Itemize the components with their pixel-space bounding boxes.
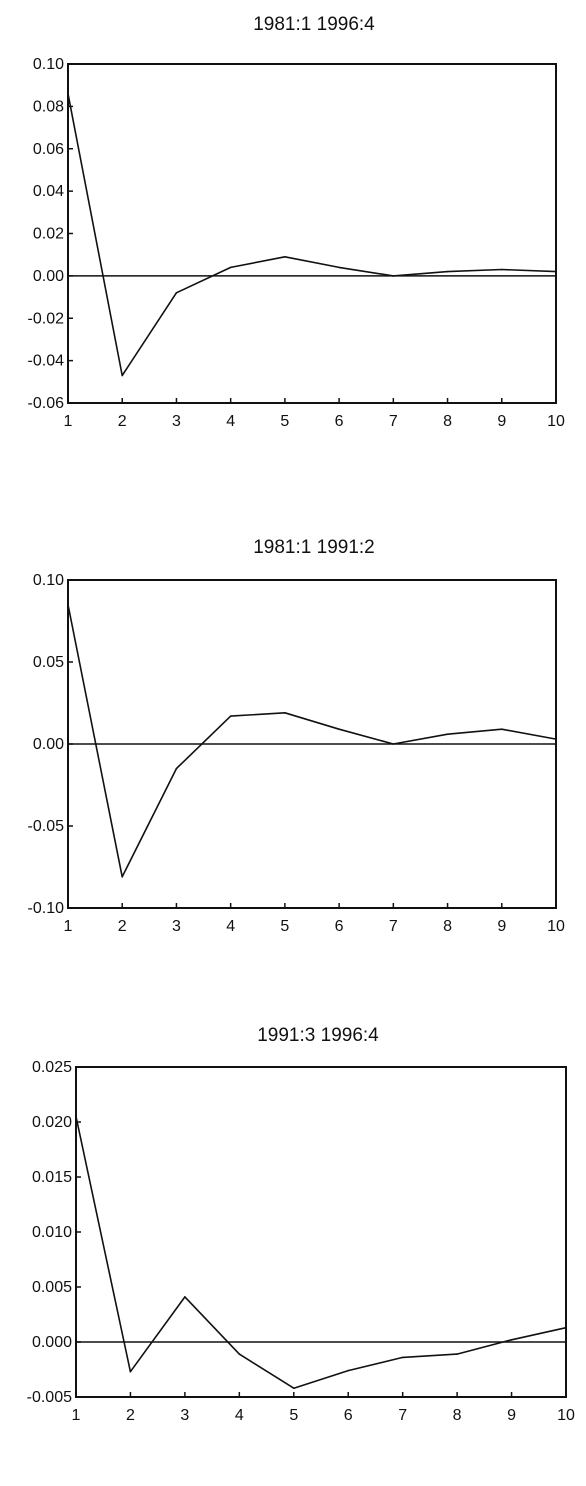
x-tick-label: 5 <box>280 918 289 935</box>
y-tick-label: 0.020 <box>32 1114 72 1131</box>
x-tick-label: 8 <box>443 918 452 935</box>
data-point <box>121 374 124 377</box>
plot-frame <box>75 1066 567 1398</box>
x-tick-label: 8 <box>453 1407 462 1424</box>
x-tick-label: 10 <box>547 413 565 430</box>
data-point <box>284 712 286 714</box>
data-point <box>500 728 503 731</box>
y-tick-label: 0.10 <box>33 56 64 73</box>
data-point <box>175 292 178 294</box>
x-tick-label: 8 <box>443 413 452 430</box>
y-tick-label: 0.005 <box>32 1279 72 1296</box>
x-tick-label: 1 <box>72 1407 81 1424</box>
data-point <box>229 715 232 717</box>
x-tick-label: 4 <box>226 413 235 430</box>
y-tick-label: -0.05 <box>28 818 65 835</box>
y-tick-label: 0.08 <box>33 98 64 115</box>
y-tick-label: -0.04 <box>28 353 65 370</box>
y-tick-label: 0.000 <box>32 1334 72 1351</box>
data-point <box>75 1115 77 1118</box>
x-tick-label: 5 <box>289 1407 298 1424</box>
data-point <box>284 256 286 258</box>
data-point <box>392 743 395 745</box>
y-tick-label: 0.04 <box>33 183 64 200</box>
plot-frame <box>67 63 557 404</box>
x-tick-label: 9 <box>507 1407 516 1424</box>
x-tick-label: 3 <box>172 413 181 430</box>
x-tick-label: 2 <box>118 413 127 430</box>
data-point <box>338 266 340 269</box>
data-point <box>67 92 69 95</box>
data-point <box>401 1356 404 1359</box>
chart-title: 1991:3 1996:4 <box>257 1025 379 1046</box>
data-point <box>184 1296 186 1298</box>
x-tick-label: 1 <box>64 413 73 430</box>
data-point <box>338 728 340 731</box>
x-tick-label: 4 <box>226 918 235 935</box>
data-point <box>510 1339 513 1341</box>
x-tick-label: 6 <box>335 918 344 935</box>
y-tick-label: 0.00 <box>33 736 64 753</box>
series-line <box>67 93 557 377</box>
x-tick-label: 4 <box>235 1407 244 1424</box>
data-point <box>175 767 178 770</box>
y-tick-label: -0.02 <box>28 310 65 327</box>
data-point <box>392 275 395 277</box>
data-point <box>565 1326 567 1329</box>
y-tick-label: 0.02 <box>33 226 64 243</box>
x-tick-label: 5 <box>280 413 289 430</box>
x-tick-label: 2 <box>118 918 127 935</box>
y-tick-label: 0.00 <box>33 268 64 285</box>
x-tick-label: 10 <box>557 1407 575 1424</box>
x-tick-label: 9 <box>497 918 506 935</box>
x-tick-label: 1 <box>64 918 73 935</box>
data-point <box>129 1370 132 1373</box>
data-point <box>446 270 449 273</box>
x-tick-label: 9 <box>497 413 506 430</box>
y-tick-label: -0.005 <box>27 1389 72 1406</box>
y-tick-label: 0.05 <box>33 654 64 671</box>
x-tick-label: 7 <box>389 918 398 935</box>
data-point <box>500 268 503 271</box>
x-tick-label: 10 <box>547 918 565 935</box>
series-line <box>67 604 557 878</box>
series-line <box>75 1116 567 1389</box>
data-point <box>446 733 449 735</box>
data-point <box>67 603 69 606</box>
x-tick-label: 7 <box>398 1407 407 1424</box>
data-point <box>121 876 124 878</box>
data-point <box>347 1369 350 1372</box>
y-tick-label: 0.06 <box>33 141 64 158</box>
data-point <box>292 1387 295 1389</box>
data-point <box>555 738 557 740</box>
y-tick-label: 0.10 <box>33 572 64 589</box>
x-tick-label: 2 <box>126 1407 135 1424</box>
y-tick-label: 0.015 <box>32 1169 72 1186</box>
data-point <box>238 1353 241 1355</box>
y-tick-label: -0.10 <box>28 900 65 917</box>
x-tick-label: 3 <box>180 1407 189 1424</box>
y-tick-label: 0.010 <box>32 1224 72 1241</box>
x-tick-label: 6 <box>344 1407 353 1424</box>
y-tick-label: -0.06 <box>28 395 65 412</box>
data-point <box>456 1353 458 1355</box>
chart-title: 1981:1 1991:2 <box>253 537 375 558</box>
data-point <box>555 270 557 273</box>
x-tick-label: 6 <box>335 413 344 430</box>
x-tick-label: 7 <box>389 413 398 430</box>
data-point <box>229 266 232 269</box>
y-tick-label: 0.025 <box>32 1059 72 1076</box>
x-tick-label: 3 <box>172 918 181 935</box>
chart-title: 1981:1 1996:4 <box>253 14 375 35</box>
